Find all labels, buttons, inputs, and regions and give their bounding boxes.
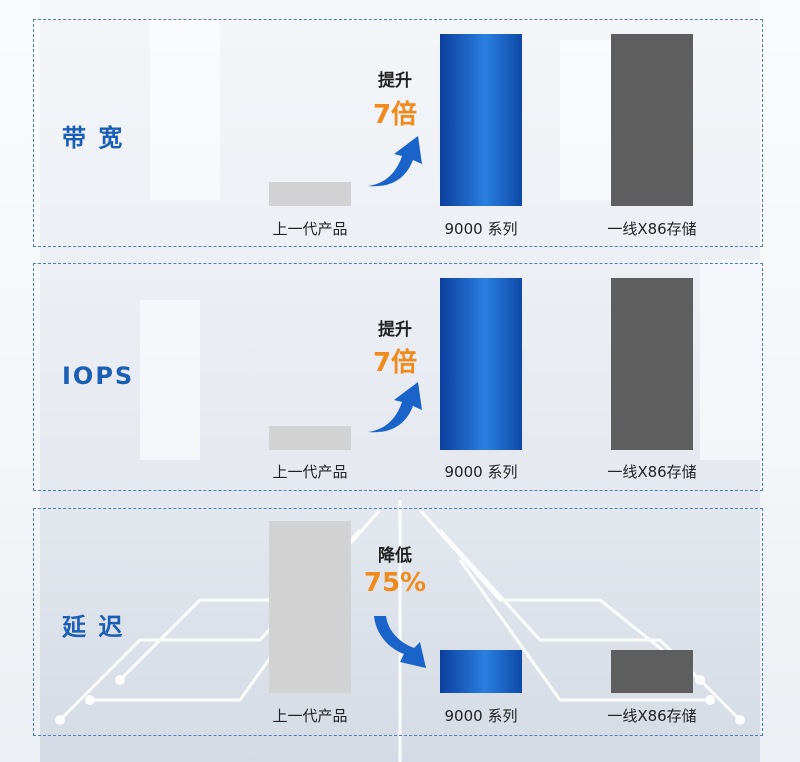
panel-iops [33, 263, 763, 491]
arrow-up-icon [368, 382, 422, 433]
bar-bandwidth-x86 [611, 34, 693, 206]
change-value-latency: 75% [363, 568, 427, 598]
row-label-bandwidth: 带 宽 [62, 124, 125, 152]
category-label-x86: 一线X86存储 [607, 463, 697, 481]
category-label-prev: 上一代产品 [272, 220, 348, 238]
arrow-down-icon [374, 616, 426, 668]
bar-iops-9000 [440, 278, 522, 450]
change-label-iops: 提升 [378, 320, 412, 340]
change-label-bandwidth: 提升 [378, 71, 412, 91]
change-label-latency: 降低 [378, 546, 412, 566]
panel-bandwidth [33, 19, 763, 247]
category-label-9000: 9000 系列 [444, 707, 518, 725]
category-label-prev: 上一代产品 [272, 707, 348, 725]
bar-latency-x86 [611, 650, 693, 693]
category-label-9000: 9000 系列 [444, 463, 518, 481]
bar-iops-x86 [611, 278, 693, 450]
bar-iops-prev [269, 426, 351, 450]
panel-latency [33, 508, 763, 736]
bar-latency-prev [269, 521, 351, 693]
category-label-x86: 一线X86存储 [607, 707, 697, 725]
bar-bandwidth-9000 [440, 34, 522, 206]
row-label-latency: 延 迟 [62, 613, 125, 641]
arrow-up-icon [368, 136, 422, 187]
category-label-9000: 9000 系列 [444, 220, 518, 238]
category-label-prev: 上一代产品 [272, 463, 348, 481]
bar-latency-9000 [440, 650, 522, 693]
row-label-iops: IOPS [62, 362, 135, 390]
category-label-x86: 一线X86存储 [607, 220, 697, 238]
bar-bandwidth-prev [269, 182, 351, 206]
change-value-iops: 7倍 [372, 348, 418, 378]
change-value-bandwidth: 7倍 [372, 100, 418, 130]
